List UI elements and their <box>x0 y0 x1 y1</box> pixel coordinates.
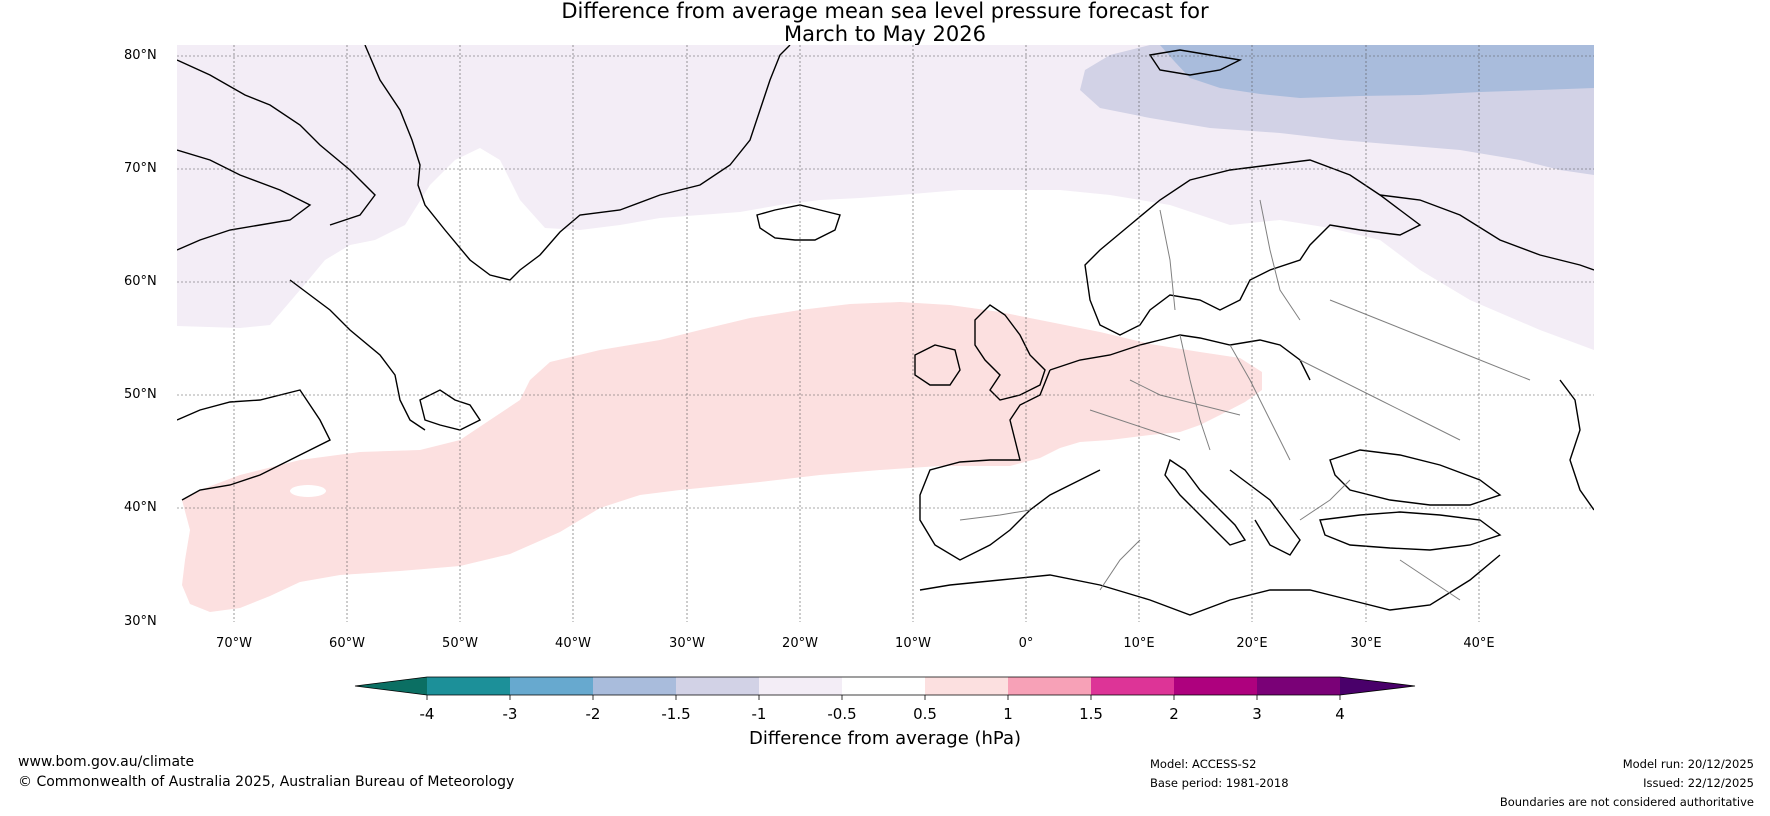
coastline-labrador <box>289 279 426 431</box>
longitude-label: 20°W <box>782 636 818 651</box>
longitude-label: 10°W <box>895 636 931 651</box>
coastline-greenland <box>364 45 791 281</box>
longitude-label: 60°W <box>329 636 365 651</box>
latitude-label: 60°N <box>124 274 157 289</box>
colorbar-tick-label: -3 <box>502 705 518 723</box>
title-line-2: March to May 2026 <box>784 22 986 46</box>
colorbar-label: Difference from average (hPa) <box>748 728 1022 749</box>
anomaly-region-0.5-to-1 <box>182 302 1262 612</box>
disclaimer-text: Boundaries are not considered authoritat… <box>1499 795 1754 809</box>
colorbar-bin <box>1174 677 1257 695</box>
colorbar-tick-label: 0.5 <box>913 705 937 723</box>
colorbar-bin <box>593 677 676 695</box>
longitude-label: 40°W <box>555 636 591 651</box>
colorbar-tick-label: 2 <box>1169 705 1179 723</box>
colorbar-extend-low <box>355 677 427 695</box>
colorbar-bin <box>842 677 925 695</box>
colorbar-bin <box>510 677 593 695</box>
coastline-caspian-east <box>1559 379 1594 511</box>
title-line-1: Difference from average mean sea level p… <box>561 0 1209 23</box>
colorbar-tick-label: 4 <box>1335 705 1345 723</box>
coastline-canada-arctic <box>177 149 312 251</box>
coastline-black-sea <box>1329 449 1502 506</box>
issued-text: Issued: 22/12/2025 <box>1643 776 1754 790</box>
colorbar-tick-label: -4 <box>419 705 435 723</box>
colorbar-bin <box>676 677 759 695</box>
coastline-baffin-island <box>177 59 376 226</box>
coastline-svalbard <box>1148 49 1243 76</box>
latitude-label: 80°N <box>124 48 157 63</box>
colorbar-bin <box>925 677 1008 695</box>
copyright-text: © Commonwealth of Australia 2025, Austra… <box>18 774 515 790</box>
coastline-balkans-greece <box>1229 469 1301 556</box>
colorbar-tick-label: -2 <box>585 705 601 723</box>
colorbar-bin <box>759 677 842 695</box>
coastline-mediterranean-south <box>919 554 1501 616</box>
colorbar-bin <box>1091 677 1174 695</box>
longitude-label: 40°E <box>1463 636 1495 651</box>
longitude-label: 0° <box>1018 636 1034 651</box>
longitude-label: 20°E <box>1236 636 1268 651</box>
coastline-british-isles <box>974 304 1046 401</box>
coastline-kola-russia-north <box>1379 194 1594 271</box>
anomaly-region-neg2-to-neg1.5 <box>1160 45 1594 98</box>
coastline-ireland <box>914 344 961 386</box>
colorbar-bin <box>1008 677 1091 695</box>
coastline-scandinavia <box>1084 159 1422 336</box>
colorbar-bin <box>427 677 510 695</box>
colorbar <box>354 676 1416 700</box>
coastlines <box>177 45 1594 616</box>
country-borders <box>959 199 1531 601</box>
website-link[interactable]: www.bom.gov.au/climate <box>18 754 195 770</box>
colorbar-tick-label: 1 <box>1003 705 1013 723</box>
latitude-label: 70°N <box>124 161 157 176</box>
colorbar-tick-label: -1.5 <box>661 705 691 723</box>
colorbar-tick-label: -1 <box>751 705 767 723</box>
coastline-north-america-east <box>177 389 331 501</box>
longitude-label: 50°W <box>442 636 478 651</box>
colorbar-tick-label: 1.5 <box>1079 705 1103 723</box>
colorbar-tick-label: -0.5 <box>827 705 857 723</box>
coastline-iceland <box>756 204 841 241</box>
longitude-label: 70°W <box>216 636 252 651</box>
gridlines <box>177 45 1594 622</box>
colorbar-tick-label: 3 <box>1252 705 1262 723</box>
latitude-label: 40°N <box>124 500 157 515</box>
model-text: Model: ACCESS-S2 <box>1150 757 1257 771</box>
colorbar-ticks <box>426 695 1341 700</box>
latitude-label: 30°N <box>124 614 157 629</box>
coastline-turkey <box>1319 511 1502 551</box>
model-run-text: Model run: 20/12/2025 <box>1622 757 1754 771</box>
longitude-label: 30°E <box>1350 636 1382 651</box>
coastline-italy <box>1164 458 1247 546</box>
latitude-label: 50°N <box>124 387 157 402</box>
anomaly-hole <box>290 485 326 497</box>
coastline-western-europe <box>1049 334 1311 381</box>
longitude-label: 10°E <box>1123 636 1155 651</box>
colorbar-extend-high <box>1340 677 1415 695</box>
chart-title: Difference from average mean sea level p… <box>450 0 1320 46</box>
base-period-text: Base period: 1981-2018 <box>1150 776 1289 790</box>
longitude-label: 30°W <box>669 636 705 651</box>
coastline-newfoundland <box>419 389 482 431</box>
colorbar-bin <box>1257 677 1340 695</box>
